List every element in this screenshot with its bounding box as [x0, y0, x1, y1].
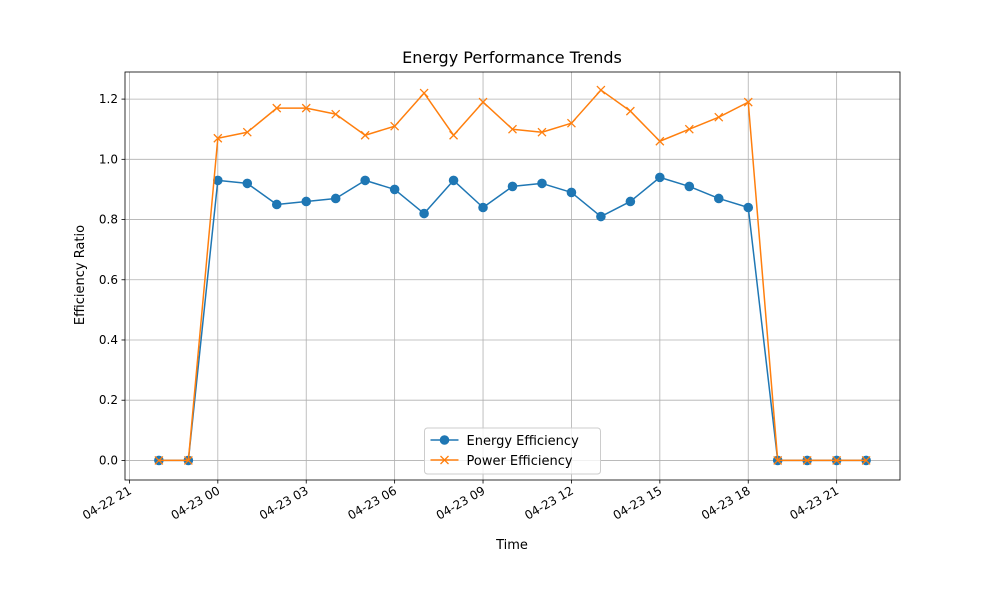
y-tick-label: 1.0 — [99, 152, 118, 166]
grid — [125, 72, 900, 480]
data-point — [330, 193, 341, 204]
data-point — [508, 124, 517, 134]
data-point — [566, 187, 577, 198]
data-point — [440, 455, 449, 465]
data-point — [331, 109, 341, 119]
data-point — [773, 455, 783, 465]
data-point — [861, 455, 871, 465]
data-point — [439, 435, 450, 445]
y-axis-label: Efficiency Ratio — [73, 225, 88, 325]
data-point — [507, 181, 518, 192]
data-point — [478, 97, 488, 107]
data-point — [596, 85, 606, 95]
y-tick-label: 0.6 — [99, 273, 118, 287]
data-point — [743, 202, 754, 213]
data-point — [213, 133, 223, 143]
data-point — [242, 178, 253, 189]
data-point — [566, 118, 576, 128]
data-point — [713, 193, 724, 204]
series-group — [154, 85, 871, 466]
y-tick-label: 1.2 — [99, 92, 118, 106]
data-point — [389, 184, 400, 195]
data-point — [154, 455, 164, 465]
data-point — [625, 196, 636, 207]
series-power-efficiency — [154, 85, 871, 465]
y-tick-label: 0.2 — [99, 393, 118, 407]
data-point — [390, 121, 400, 131]
data-point — [271, 199, 282, 210]
legend-box — [424, 427, 601, 475]
data-point — [419, 208, 429, 219]
legend-item: Energy Efficiency — [430, 434, 580, 449]
y-tick-label: 0.8 — [99, 213, 118, 227]
data-point — [360, 130, 370, 140]
y-tick-label: 0.0 — [99, 453, 118, 467]
data-point — [301, 103, 311, 113]
data-point — [655, 136, 665, 146]
data-point — [684, 181, 695, 192]
data-point — [478, 202, 488, 213]
data-point — [714, 112, 724, 122]
data-point — [743, 97, 753, 107]
data-point — [537, 127, 547, 137]
data-point — [684, 124, 694, 134]
data-point — [448, 175, 459, 186]
data-point — [537, 178, 547, 189]
legend-item: Power Efficiency — [430, 454, 573, 469]
data-point — [596, 211, 606, 222]
plot-frame — [124, 71, 901, 481]
x-axis-label: Time — [495, 538, 528, 553]
data-point — [419, 88, 429, 98]
data-point — [655, 172, 665, 183]
y-tick-label: 0.4 — [99, 333, 118, 347]
data-point — [449, 130, 459, 140]
data-point — [242, 127, 252, 137]
data-point — [183, 455, 193, 465]
legend: Energy Efficiency Power Efficiency — [424, 427, 601, 475]
chart-title: Energy Performance Trends — [402, 48, 622, 67]
data-point — [832, 455, 842, 465]
data-point — [301, 196, 312, 207]
data-point — [272, 103, 282, 113]
data-point — [360, 175, 370, 186]
data-point — [625, 106, 635, 116]
data-point — [802, 455, 812, 465]
legend-label: Energy Efficiency — [467, 434, 580, 449]
legend-label: Power Efficiency — [467, 454, 573, 469]
